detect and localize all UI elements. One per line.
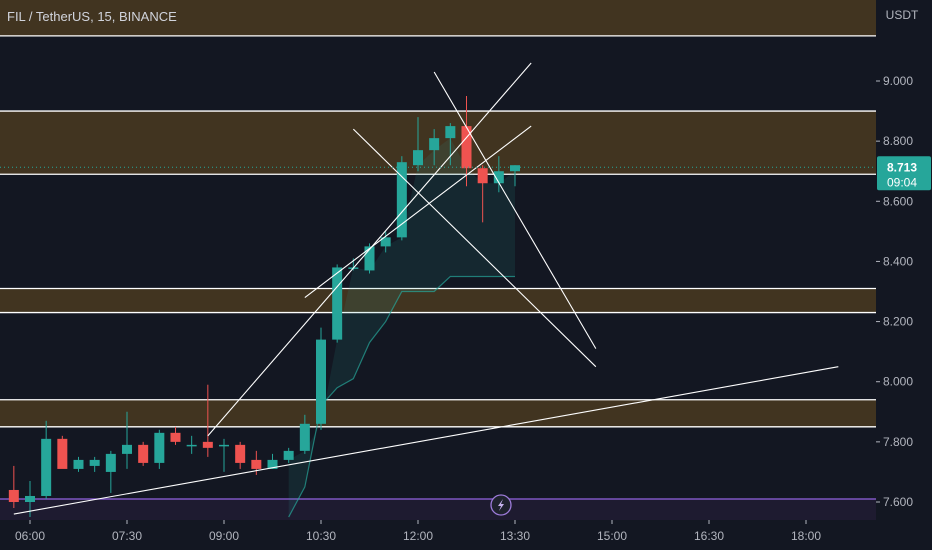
y-tick-label: 7.800 [883,435,913,449]
candle-bull [429,138,440,151]
candle-bull [413,150,423,166]
y-tick-label: 9.000 [883,74,913,88]
candle-bull [219,444,229,447]
y-tick-label: 7.600 [883,495,913,509]
candle-bear [461,126,472,169]
y-tick-label: 8.000 [883,375,913,389]
symbol-title: FIL / TetherUS, 15, BINANCE [7,9,177,24]
candle-bull [25,495,35,502]
candle-bear [202,441,213,448]
candle-bull [445,126,456,139]
candle-bull [41,438,52,496]
y-tick-label: 8.600 [883,194,913,208]
level-shade [0,498,876,520]
last-price-value: 8.713 [887,160,917,174]
x-tick-label: 18:00 [791,529,821,543]
y-tick-label: 8.800 [883,134,913,148]
trend-line[interactable] [207,62,532,437]
candle-bull [267,459,278,469]
zone-band [0,0,876,36]
x-tick-label: 06:00 [15,529,45,543]
supertrend-line [288,275,515,518]
x-tick-label: 07:30 [112,529,142,543]
candle-bull [364,246,375,271]
candle-bull [105,453,116,472]
trend-line[interactable] [352,128,597,368]
candle-bull [89,459,100,466]
trend-line[interactable] [304,125,532,298]
supertrend-fill [288,138,515,518]
candle-bull [396,162,407,238]
x-tick-label: 13:30 [500,529,530,543]
candle-bull [299,423,310,451]
candle-bear [235,444,246,463]
candle-bull [73,459,84,469]
trend-line[interactable] [433,71,597,349]
candle-bull [510,165,520,172]
trend-line[interactable] [13,366,839,515]
currency-label: USDT [886,8,919,22]
x-tick-label: 12:00 [403,529,433,543]
time-axis[interactable] [0,520,876,550]
candle-bull [186,444,197,447]
bar-countdown: 09:04 [887,175,917,189]
candle-bull [154,432,165,463]
candle-bull [380,237,391,247]
candle-bear [57,438,68,469]
x-tick-label: 15:00 [597,529,627,543]
candle-bull [283,450,294,460]
candle-bear [138,444,149,463]
candle-bull [332,267,343,340]
x-tick-label: 16:30 [694,529,724,543]
last-price-tag [877,156,931,191]
lightning-glyph [498,499,504,511]
candle-bear [170,432,181,442]
zone-band [0,399,876,427]
y-tick-label: 8.200 [883,315,913,329]
x-tick-label: 10:30 [306,529,336,543]
candle-bear [251,459,262,469]
candle-bull [316,339,326,424]
zone-band [0,288,876,313]
x-tick-label: 09:00 [209,529,239,543]
candle-bear [8,489,19,502]
price-axis[interactable] [876,0,932,550]
y-tick-label: 8.400 [883,254,913,268]
candle-bull [493,171,504,184]
candle-bull [122,444,132,454]
candle-bear [477,168,488,184]
